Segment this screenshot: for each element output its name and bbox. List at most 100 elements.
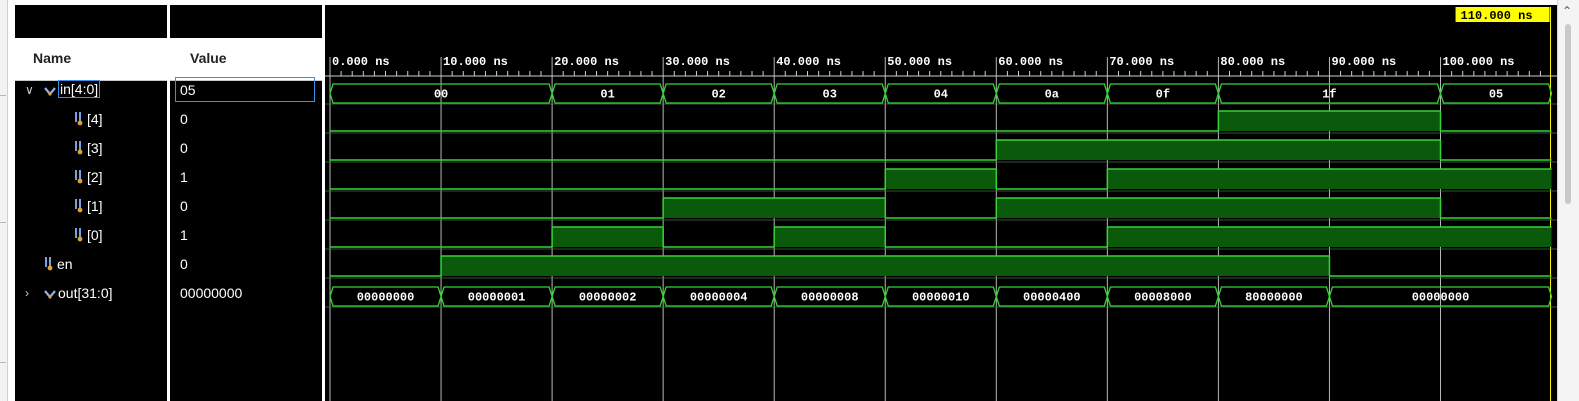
bus-value-label: 00008000 [1134,291,1192,305]
wire-signal-icon [73,111,83,127]
bus-value-label: 01 [600,88,614,102]
time-tick-label: 100.000 ns [1443,55,1515,69]
bus-segment-in [773,83,886,104]
bus-value-label: 00000001 [468,291,526,305]
chevron-right-icon[interactable]: › [25,286,29,300]
bus-segment-in [329,83,553,104]
bus-value-label: 00000000 [1412,291,1470,305]
value-row-in2[interactable]: 1 [170,163,322,192]
bus-value-label: 02 [711,88,725,102]
time-tick-label: 50.000 ns [887,55,952,69]
left-edge-strip [0,0,8,401]
time-tick-label: 90.000 ns [1331,55,1396,69]
high-pulse-in1 [996,198,1441,218]
high-pulse-in1 [663,198,886,218]
signal-row-in3[interactable]: [3] [15,134,167,163]
signal-name: [4] [87,111,103,127]
bus-segment-in [995,83,1109,104]
bus-value-label: 00000010 [912,291,970,305]
bus-signal-icon [44,84,56,96]
value-row-in0[interactable]: 1 [170,221,322,250]
signal-name: en [57,256,73,272]
signal-name: in[4:0] [58,80,101,98]
high-pulse-in2 [885,169,997,189]
cursor-time-label: 110.000 ns [1461,9,1533,23]
name-panel-top [15,5,167,38]
bus-value-label: 00000004 [690,291,748,305]
selected-value-box: 05 [175,77,315,102]
scroll-up-icon[interactable]: ⌃ [1562,4,1573,18]
signal-value: 0 [180,198,188,214]
waveform-canvas[interactable]: 110.000 ns 0.000 ns 10.000 ns 20.000 ns 30.0… [325,5,1557,401]
bus-value-label: 00000400 [1023,291,1081,305]
bus-segment-in [1106,83,1220,104]
signal-value: 0 [180,111,188,127]
bus-value-label: 0a [1045,88,1059,102]
bus-value-label: 00000000 [357,291,415,305]
signal-name: [3] [87,140,103,156]
waveform-panel[interactable]: 110.000 ns 0.000 ns 10.000 ns 20.000 ns 30.0… [325,5,1557,401]
bus-segment-out [1217,286,1331,307]
high-pulse-in0 [774,227,886,247]
value-row-in[interactable]: 05 [170,76,322,105]
bus-value-label: 05 [1489,88,1503,102]
value-row-in3[interactable]: 0 [170,134,322,163]
vertical-scrollbar[interactable]: ⌃ [1557,0,1579,401]
signal-value: 0 [180,140,188,156]
value-row-in4[interactable]: 0 [170,105,322,134]
bus-signal-icon [44,287,56,299]
bus-segment-in [1439,83,1553,104]
wire-signal-icon [43,256,53,272]
value-column-header[interactable]: Value [170,38,322,81]
time-tick-label: 0.000 ns [332,55,390,69]
bus-segment-in [551,83,664,104]
bus-segment-in [662,83,775,104]
signal-name: [0] [87,227,103,243]
signal-value: 1 [180,169,188,185]
high-pulse-in2 [1107,169,1552,189]
name-column-header[interactable]: Name [15,38,167,81]
signal-row-out[interactable]: › out[31:0] [15,279,167,308]
column-splitter-1[interactable] [167,0,170,401]
value-panel-top [170,5,322,38]
signal-row-in4[interactable]: [4] [15,105,167,134]
signal-value: 05 [180,82,196,98]
signal-row-in[interactable]: ∨ in[4:0] [15,76,167,105]
signal-value: 0 [180,256,188,272]
value-row-out[interactable]: 00000000 [170,279,322,308]
chevron-down-icon[interactable]: ∨ [25,83,34,97]
high-pulse-in0 [1107,227,1552,247]
bus-value-label: 00000008 [801,291,859,305]
signal-value: 00000000 [180,285,243,301]
bus-value-label: 0f [1156,88,1170,102]
bus-segment-out [551,286,664,307]
bus-segment-out [662,286,775,307]
signal-row-en[interactable]: en [15,250,167,279]
signal-value: 1 [180,227,188,243]
bus-value-label: 00 [434,88,448,102]
bus-segment-in [1217,83,1442,104]
time-tick-label: 10.000 ns [443,55,508,69]
cursor-marker[interactable]: 110.000 ns [1455,7,1552,401]
scrollbar-thumb[interactable] [1565,24,1571,204]
bus-value-label: 04 [934,88,948,102]
signal-row-in2[interactable]: [2] [15,163,167,192]
signal-name: out[31:0] [58,285,113,301]
signal-row-in0[interactable]: [0] [15,221,167,250]
bus-segment-out [329,286,442,307]
time-tick-label: 20.000 ns [554,55,619,69]
column-splitter-2[interactable] [322,0,325,401]
high-pulse-en [441,256,1330,276]
high-pulse-in4 [1218,111,1441,131]
bus-segment-out [1328,286,1553,307]
cursor-label-box [1455,7,1550,22]
high-pulse-in3 [996,140,1441,160]
bus-segment-out [995,286,1109,307]
bus-segment-out [773,286,886,307]
bus-segment-out [1106,286,1220,307]
signal-row-in1[interactable]: [1] [15,192,167,221]
bus-value-label: 1f [1322,88,1336,102]
value-row-en[interactable]: 0 [170,250,322,279]
bus-segment-out [440,286,553,307]
value-row-in1[interactable]: 0 [170,192,322,221]
